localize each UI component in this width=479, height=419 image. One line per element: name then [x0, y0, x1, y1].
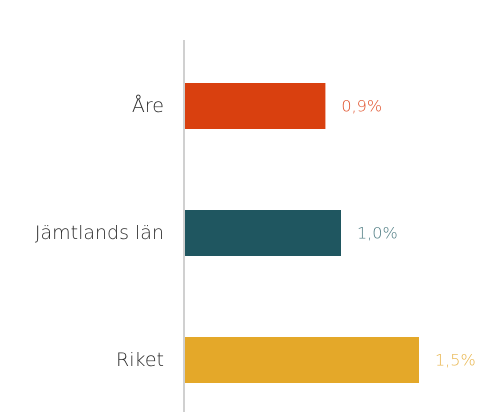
bar-1: [185, 210, 341, 256]
category-label-1: Jämtlands län: [35, 222, 164, 244]
value-label-1: 1,0%: [357, 224, 398, 243]
value-label-2: 1,5%: [435, 351, 476, 370]
value-label-0: 0,9%: [341, 97, 382, 116]
category-label-2: Riket: [116, 349, 164, 371]
bar-0: [185, 83, 326, 129]
category-label-0: Åre: [132, 94, 164, 117]
bar-2: [185, 337, 419, 383]
